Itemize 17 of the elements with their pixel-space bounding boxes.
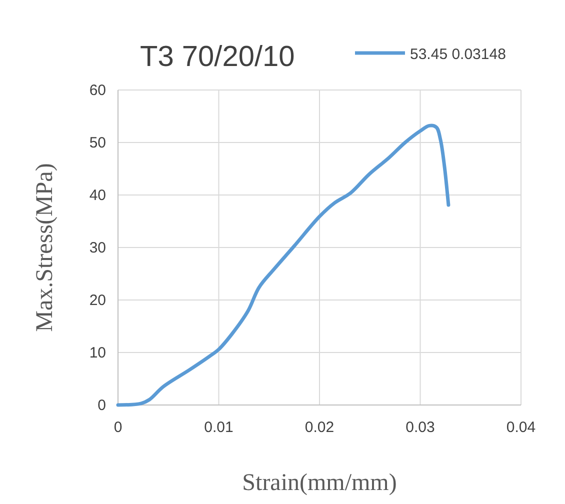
y-axis-title: Max.Stress(MPa) — [32, 163, 58, 332]
y-tick-label: 60 — [89, 82, 106, 99]
y-tick-label: 40 — [89, 187, 106, 204]
legend-label: 53.45 0.03148 — [410, 46, 506, 63]
line-series — [116, 124, 450, 407]
chart-title: T3 70/20/10 — [140, 41, 295, 73]
x-tick-label: 0.01 — [204, 419, 234, 436]
x-axis-title: Strain(mm/mm) — [242, 470, 397, 496]
y-tick-label: 20 — [89, 292, 106, 309]
x-tick-label: 0.04 — [506, 419, 536, 436]
y-tick-label: 50 — [89, 134, 106, 152]
x-tick-label: 0.03 — [406, 419, 435, 436]
y-tick-label: 0 — [98, 397, 106, 414]
y-tick-label: 10 — [89, 344, 106, 362]
x-tick-label: 0.02 — [304, 419, 334, 436]
y-tick-label: 30 — [89, 240, 106, 256]
x-tick-label: 0 — [114, 419, 122, 436]
